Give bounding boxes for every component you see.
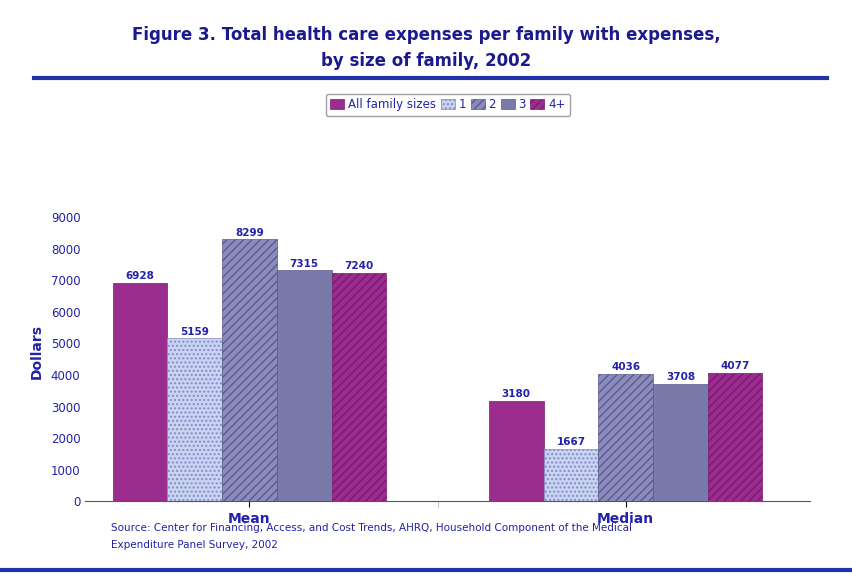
Bar: [653, 384, 707, 501]
Text: 3708: 3708: [665, 372, 694, 382]
Text: 4077: 4077: [720, 361, 749, 371]
Bar: [597, 374, 653, 501]
Y-axis label: Dollars: Dollars: [30, 324, 43, 379]
Bar: [488, 401, 543, 501]
Text: 7315: 7315: [290, 259, 319, 268]
Bar: [112, 283, 167, 501]
Legend: All family sizes, 1, 2, 3, 4+: All family sizes, 1, 2, 3, 4+: [325, 94, 569, 116]
Bar: [277, 271, 331, 501]
Bar: [167, 339, 222, 501]
Text: 6928: 6928: [125, 271, 154, 281]
Bar: [707, 373, 762, 501]
Text: 3180: 3180: [501, 389, 530, 399]
Text: 4036: 4036: [610, 362, 640, 372]
Bar: [222, 240, 277, 501]
Text: Figure 3. Total health care expenses per family with expenses,: Figure 3. Total health care expenses per…: [132, 26, 720, 44]
Text: 8299: 8299: [235, 228, 263, 237]
Bar: [331, 273, 386, 501]
Text: 5159: 5159: [180, 327, 209, 336]
Bar: [543, 449, 597, 501]
Text: 1667: 1667: [556, 437, 584, 446]
Text: Source: Center for Financing, Access, and Cost Trends, AHRQ, Household Component: Source: Center for Financing, Access, an…: [111, 523, 631, 533]
Text: Expenditure Panel Survey, 2002: Expenditure Panel Survey, 2002: [111, 540, 278, 550]
Text: 7240: 7240: [344, 261, 373, 271]
Text: by size of family, 2002: by size of family, 2002: [321, 52, 531, 70]
